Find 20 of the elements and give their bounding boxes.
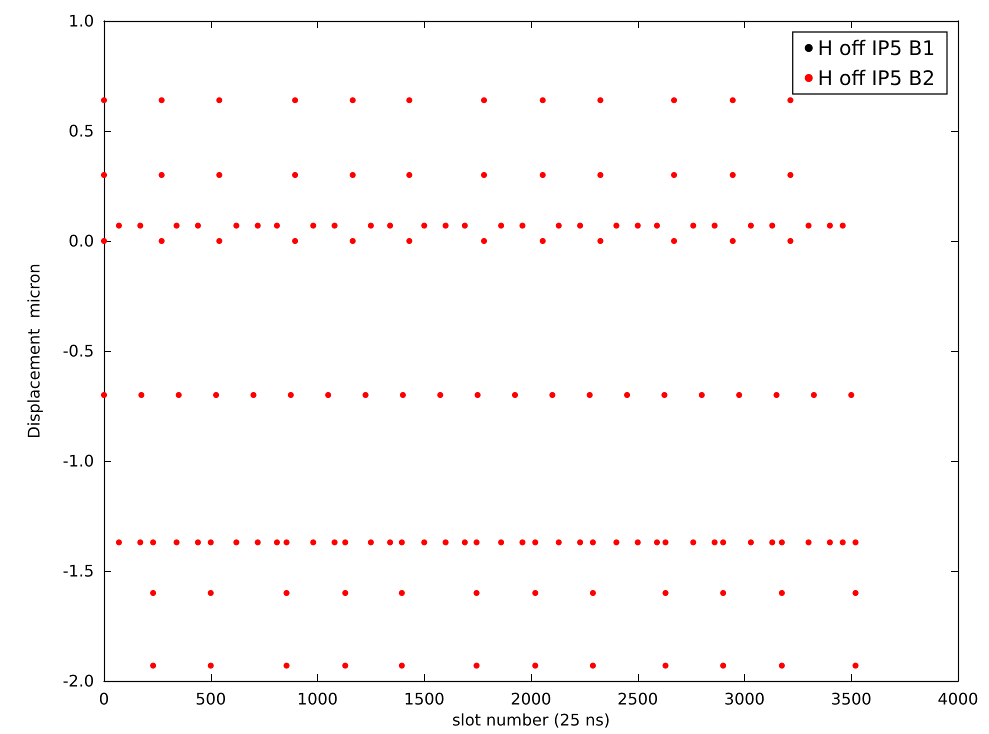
x-tick-label: 1000 — [297, 690, 338, 708]
x-axis-title: slot number (25 ns) — [452, 710, 610, 730]
y-tick-label: 0.5 — [68, 122, 94, 140]
y-tick-label: 0.0 — [68, 232, 94, 250]
x-tick-label: 0 — [98, 690, 110, 708]
y-tick-label: -1.0 — [62, 452, 94, 470]
y-tick-label: 1.0 — [68, 12, 94, 30]
legend-label: H off IP5 B1 — [818, 36, 936, 60]
legend-label: H off IP5 B2 — [818, 66, 936, 90]
x-tick-label: 2000 — [510, 690, 552, 708]
x-tick-label: 3000 — [724, 690, 765, 708]
y-axis-title: Displacement micron — [24, 263, 44, 439]
y-tick-label: -1.5 — [62, 562, 94, 580]
x-tick-label: 3500 — [830, 690, 872, 708]
x-tick-label: 4000 — [938, 690, 978, 708]
y-tick-label: -0.5 — [62, 342, 94, 360]
y-tick-label: -2.0 — [62, 672, 94, 690]
x-tick-label: 2500 — [617, 690, 658, 708]
x-tick-label: 500 — [195, 690, 226, 708]
x-tick-label: 1500 — [404, 690, 445, 708]
